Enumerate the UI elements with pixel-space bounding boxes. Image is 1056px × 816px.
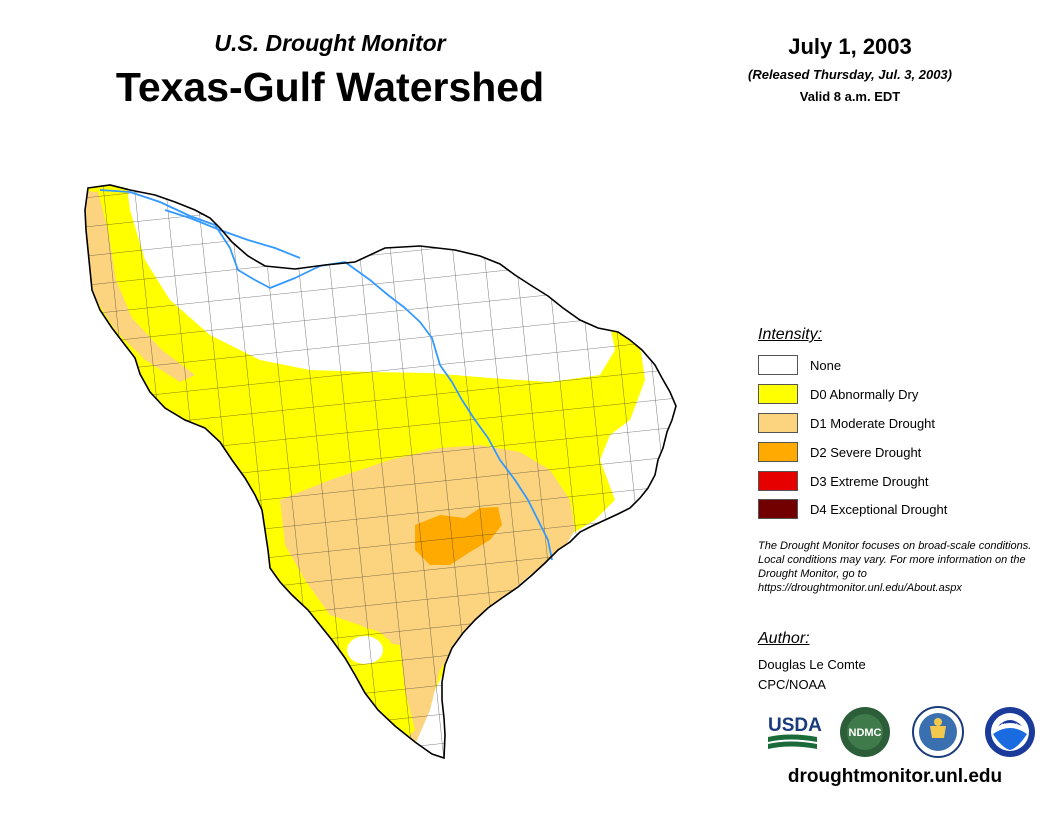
red-river-line (99, 189, 553, 561)
release-date: (Released Thursday, Jul. 3, 2003) (748, 67, 952, 82)
legend-item-d4: D4 Exceptional Drought (758, 498, 947, 520)
legend-item-d2: D2 Severe Drought (758, 441, 921, 463)
ndmc-logo: NDMC (840, 707, 890, 757)
map-subtitle: U.S. Drought Monitor (214, 30, 446, 56)
legend-swatch (758, 442, 798, 462)
valid-time: Valid 8 a.m. EDT (799, 89, 901, 104)
author-name: Douglas Le Comte (758, 657, 866, 672)
legend-swatch (758, 355, 798, 375)
legend-label: None (810, 357, 842, 373)
legend-item-d3: D3 Extreme Drought (758, 470, 929, 492)
noaa-logo: NOAA (985, 707, 1035, 757)
legend-item-d1: D1 Moderate Drought (758, 412, 935, 434)
legend-swatch (758, 413, 798, 433)
sabine-river-line (164, 209, 301, 259)
ndmc-logo-text: NDMC (849, 727, 882, 739)
legend-label: D0 Abnormally Dry (810, 386, 919, 402)
legend-item-none: None (758, 354, 841, 376)
legend-swatch (758, 471, 798, 491)
legend-swatch (758, 499, 798, 519)
map-date: July 1, 2003 (788, 34, 912, 59)
map-title: Texas-Gulf Watershed (115, 64, 545, 110)
usda-logo-text: USDA (768, 715, 822, 736)
legend-label: D1 Moderate Drought (810, 415, 936, 431)
legend-label: D2 Severe Drought (810, 444, 922, 460)
website-link[interactable]: droughtmonitor.unl.edu (787, 766, 1003, 787)
disclaimer-note: The Drought Monitor focuses on broad-sca… (758, 540, 1032, 594)
legend-label: D3 Extreme Drought (810, 473, 929, 489)
author-org: CPC/NOAA (758, 677, 826, 692)
rivers (99, 189, 553, 561)
drought-map (84, 184, 677, 759)
legend-title: Intensity: (758, 326, 823, 343)
partner-logos: USDA NDMC NOAA (768, 706, 1035, 758)
county-lines (85, 185, 676, 758)
legend-label: D4 Exceptional Drought (810, 501, 948, 517)
author-heading: Author: (758, 630, 810, 647)
noaa-logo-text: NOAA (1001, 724, 1019, 730)
legend-item-d0: D0 Abnormally Dry (758, 383, 918, 405)
commerce-seal-icon (912, 706, 964, 758)
usda-logo: USDA (768, 715, 822, 749)
legend-swatch (758, 384, 798, 404)
